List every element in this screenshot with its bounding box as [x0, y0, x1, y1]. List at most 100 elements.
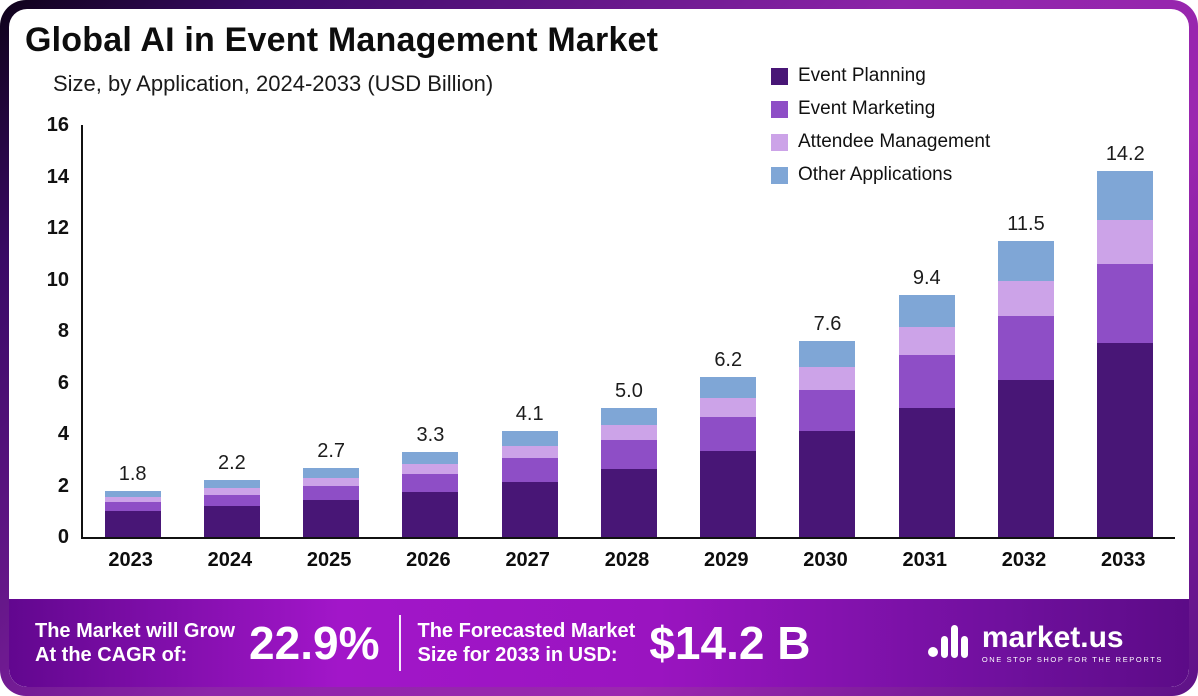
bar-2030: 7.6	[780, 313, 875, 537]
bar-segment-event-marketing	[1097, 264, 1154, 343]
bottom-banner: The Market will Grow At the CAGR of: 22.…	[9, 599, 1189, 687]
bar-segment-event-marketing	[700, 417, 757, 451]
bar-segment-event-planning	[501, 481, 558, 537]
bar-segment-attendee-management	[501, 445, 558, 459]
bar-total-label: 2.2	[217, 452, 246, 475]
bar-total-label: 6.2	[714, 349, 743, 372]
bar-2023: 1.8	[85, 463, 180, 537]
bar-segment-event-planning	[303, 499, 360, 537]
bar-2032: 11.5	[979, 213, 1074, 537]
y-tick-14: 14	[46, 165, 69, 188]
legend-swatch	[771, 100, 788, 118]
x-label-2023: 2023	[108, 549, 153, 571]
bar-2027: 4.1	[482, 403, 577, 537]
banner-divider	[399, 615, 402, 671]
bar-segment-other-applications	[700, 377, 757, 398]
x-label-2032: 2032	[1001, 549, 1047, 571]
legend-swatch	[771, 67, 788, 85]
bar-segment-event-planning	[402, 491, 459, 537]
bar-2025: 2.7	[284, 439, 379, 537]
bar-segment-other-applications	[104, 490, 161, 498]
bar-segment-attendee-management	[898, 327, 955, 356]
chart-legend: Event Planning Event Marketing Attendee Ma…	[771, 65, 990, 186]
bar-segment-other-applications	[203, 480, 260, 489]
bar-segment-event-marketing	[600, 440, 657, 469]
legend-label: Event Planning	[798, 65, 926, 86]
market-us-logo-icon	[926, 618, 972, 669]
bar-segment-other-applications	[998, 240, 1055, 281]
page-title: Global AI in Event Management Market	[25, 21, 659, 59]
bar-total-label: 4.1	[515, 403, 544, 426]
y-tick-6: 6	[57, 371, 69, 394]
bar-2024: 2.2	[184, 452, 279, 537]
y-tick-2: 2	[57, 474, 69, 497]
x-label-2030: 2030	[803, 549, 848, 571]
bar-segment-event-planning	[600, 468, 657, 537]
bar-segment-attendee-management	[1097, 220, 1154, 265]
bar-segment-event-marketing	[898, 355, 955, 409]
cagr-value: 22.9%	[249, 617, 380, 669]
stacked-bar-plot: 1.8 2.2 2.7 3.3 4.1 5.0 6.2 7.6 9.4 11.5 14.2	[81, 125, 1175, 539]
forecast-label-line2: Size for 2033 in USD:	[417, 644, 618, 666]
legend-label: Other Applications	[798, 164, 953, 185]
chart-subtitle: Size, by Application, 2024-2033 (USD Bil…	[53, 71, 494, 96]
bar-segment-event-planning	[998, 379, 1055, 537]
bar-total-label: 7.6	[813, 313, 842, 336]
legend-swatch	[771, 166, 788, 184]
bar-2033: 14.2	[1078, 143, 1173, 537]
bar-total-label: 14.2	[1105, 143, 1145, 166]
bar-segment-event-marketing	[203, 494, 260, 507]
bar-segment-other-applications	[1097, 171, 1154, 221]
y-tick-10: 10	[46, 268, 69, 291]
bar-segment-attendee-management	[203, 488, 260, 495]
bar-segment-other-applications	[799, 341, 856, 368]
bar-segment-event-planning	[799, 431, 856, 537]
bar-segment-attendee-management	[303, 477, 360, 486]
bar-segment-other-applications	[303, 467, 360, 478]
bar-segment-event-marketing	[402, 473, 459, 492]
legend-label: Attendee Management	[798, 131, 991, 152]
x-label-2029: 2029	[703, 549, 749, 571]
bar-segment-event-planning	[898, 408, 955, 537]
x-label-2025: 2025	[306, 549, 352, 571]
bar-2031: 9.4	[879, 267, 974, 537]
x-label-2024: 2024	[207, 549, 253, 571]
forecast-value: $14.2 B	[649, 617, 811, 669]
bar-total-label: 1.8	[118, 462, 147, 485]
bar-segment-attendee-management	[998, 280, 1055, 316]
brand-logo-group: market.us ONE STOP SHOP FOR THE REPORTS	[926, 618, 1163, 669]
bar-segment-event-marketing	[799, 390, 856, 432]
bar-segment-attendee-management	[104, 497, 161, 503]
bar-segment-event-planning	[700, 450, 757, 537]
y-axis: 0 2 4 6 8 10 12 14 16	[23, 114, 75, 548]
bar-segment-event-marketing	[303, 485, 360, 500]
bar-segment-other-applications	[402, 452, 459, 464]
bar-total-label: 3.3	[416, 424, 445, 447]
bar-segment-attendee-management	[700, 397, 757, 418]
bar-total-label: 2.7	[317, 439, 346, 462]
x-label-2033: 2033	[1101, 549, 1146, 571]
cagr-label-line2: At the CAGR of:	[35, 644, 188, 666]
bar-2026: 3.3	[383, 424, 478, 537]
x-axis-labels: 2023 2024 2025 2026 2027 2028 2029 2030 2031 2032…	[81, 549, 1173, 572]
x-label-2026: 2026	[406, 549, 451, 571]
legend-item-3: Other Applications	[771, 164, 990, 186]
forecast-label: The Forecasted Market Size for 2033 in U…	[417, 619, 635, 667]
bar-segment-event-marketing	[998, 315, 1055, 380]
bar-segment-event-planning	[1097, 342, 1154, 537]
y-tick-12: 12	[46, 217, 69, 239]
bar-2029: 6.2	[681, 349, 776, 537]
x-label-2027: 2027	[505, 549, 550, 571]
legend-item-2: Attendee Management	[771, 131, 990, 153]
brand-name: market.us	[981, 620, 1124, 654]
bar-2028: 5.0	[581, 380, 676, 537]
bar-segment-attendee-management	[402, 463, 459, 474]
y-tick-0: 0	[57, 526, 69, 548]
bar-total-label: 9.4	[912, 266, 941, 289]
bar-segment-other-applications	[600, 408, 657, 426]
forecast-label-line1: The Forecasted Market	[417, 620, 636, 642]
y-tick-4: 4	[57, 423, 69, 445]
y-tick-16: 16	[46, 114, 69, 136]
x-label-2031: 2031	[902, 549, 948, 571]
